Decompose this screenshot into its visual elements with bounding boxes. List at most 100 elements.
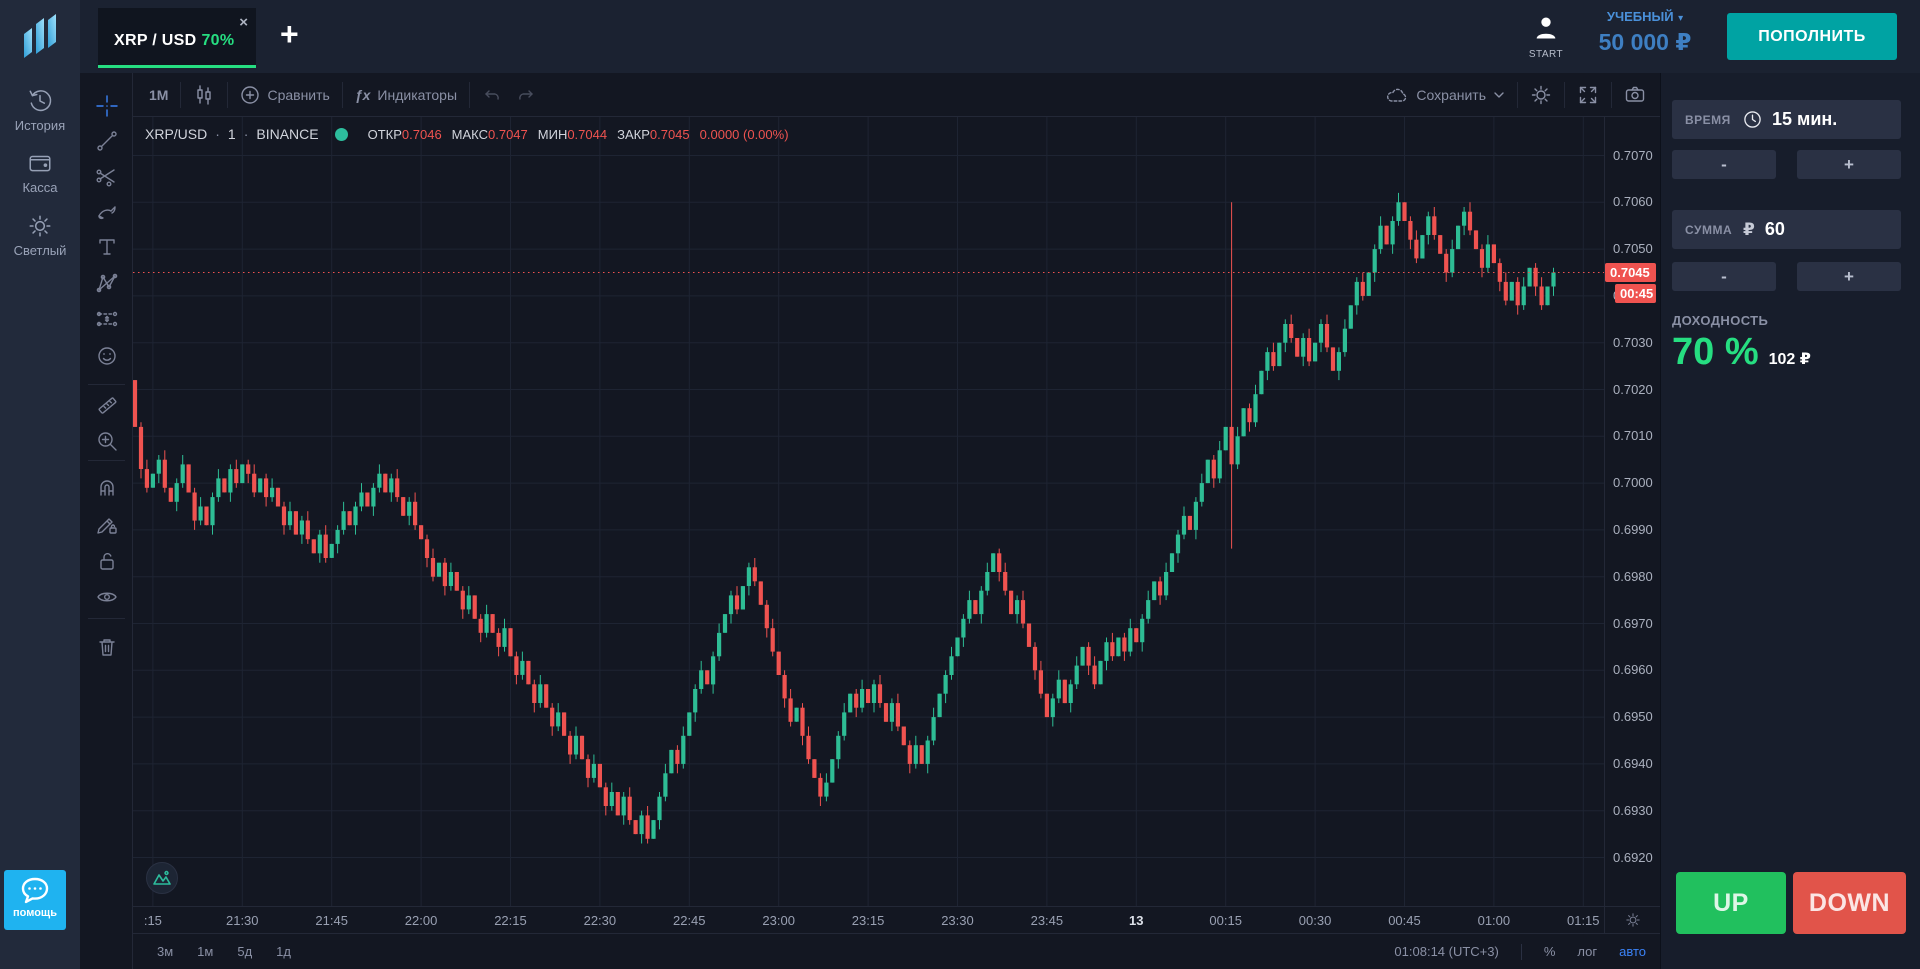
- amount-minus-button[interactable]: -: [1672, 262, 1776, 291]
- candlestick-canvas[interactable]: [132, 117, 1604, 906]
- account-type-dropdown[interactable]: УЧЕБНЫЙ ▾: [1580, 8, 1710, 26]
- time-tick: 01:00: [1477, 913, 1511, 928]
- price-tick: 0.7070: [1613, 147, 1653, 163]
- last-price-badge: 0.7045: [1605, 262, 1656, 282]
- camera-icon: [1625, 86, 1645, 102]
- toolbar-divider: [1517, 81, 1518, 108]
- remove-drawings-tool[interactable]: [95, 635, 119, 659]
- range-1m-button[interactable]: 1м: [197, 944, 214, 959]
- time-tick: 23:30: [941, 913, 974, 928]
- tab-xrp-usd[interactable]: XRP / USD 70% ×: [98, 8, 256, 68]
- account-balance: 50 000 ₽: [1598, 29, 1692, 55]
- crosshair-tool[interactable]: [95, 94, 119, 118]
- payout-row: 70 % 102 ₽: [1672, 331, 1811, 374]
- time-tick: 23:00: [762, 913, 795, 928]
- legend-close: ЗАКР0.7045: [617, 126, 690, 142]
- tab-close-icon[interactable]: ×: [239, 14, 248, 31]
- interval-button[interactable]: 1М: [149, 86, 169, 103]
- fx-icon: ƒx: [354, 86, 371, 103]
- series-visibility-dot[interactable]: [334, 127, 348, 141]
- indicators-button[interactable]: ƒx Индикаторы: [355, 87, 457, 103]
- drawing-lock-tool[interactable]: [95, 512, 119, 536]
- price-tick: 0.6990: [1613, 521, 1653, 537]
- scale-log-button[interactable]: лог: [1577, 944, 1598, 959]
- price-tick: 0.7020: [1613, 381, 1653, 397]
- text-tool[interactable]: [95, 235, 119, 259]
- sidebar-item-label: Светлый: [13, 243, 67, 258]
- measure-tool[interactable]: [95, 393, 119, 417]
- legend-symbol[interactable]: XRP/USD: [145, 126, 208, 142]
- price-axis[interactable]: 0.6920 0.6930 0.6940 0.6950 0.6960 0.6970 0.69…: [1604, 117, 1660, 906]
- amount-field[interactable]: СУММА ₽ 60: [1672, 210, 1901, 249]
- price-tick: 0.6940: [1613, 755, 1653, 771]
- profile-button[interactable]: START: [1516, 14, 1576, 60]
- sidebar-item-history[interactable]: История: [0, 88, 80, 133]
- range-5d-button[interactable]: 5д: [237, 944, 253, 959]
- scale-auto-button[interactable]: авто: [1619, 944, 1646, 959]
- magnet-tool[interactable]: [95, 477, 119, 501]
- amount-field-value: 60: [1764, 219, 1785, 239]
- time-axis[interactable]: :15 21:30 21:45 22:00 22:15 22:30 22:45 23:00 23…: [133, 906, 1604, 933]
- screenshot-button[interactable]: [1624, 84, 1646, 106]
- time-tick: 22:00: [404, 913, 438, 928]
- time-field-label: ВРЕМЯ: [1685, 112, 1731, 127]
- toolbar-divider: [1611, 81, 1612, 108]
- down-button[interactable]: DOWN: [1793, 872, 1906, 934]
- toolbar-divider: [341, 81, 343, 108]
- expiry-time-field[interactable]: ВРЕМЯ 15 мин.: [1672, 100, 1901, 139]
- chart-plot-area[interactable]: [132, 117, 1604, 906]
- scale-percent-button[interactable]: %: [1543, 944, 1556, 959]
- trend-line-tool[interactable]: [95, 129, 119, 153]
- amount-plus-button[interactable]: +: [1797, 262, 1901, 291]
- axis-settings-corner[interactable]: [1604, 906, 1660, 933]
- time-plus-button[interactable]: +: [1797, 150, 1901, 179]
- pitchfork-tool[interactable]: [95, 164, 119, 188]
- up-button[interactable]: UP: [1676, 872, 1786, 934]
- hide-drawings-tool[interactable]: [95, 585, 119, 609]
- candles-icon: [197, 84, 212, 105]
- price-tick: 0.7010: [1613, 428, 1653, 444]
- time-tick: 23:15: [851, 913, 885, 928]
- cloud-icon: [1387, 88, 1407, 102]
- toolbar-divider: [469, 81, 471, 108]
- range-1d-button[interactable]: 1д: [276, 944, 291, 959]
- undo-icon[interactable]: [482, 85, 502, 105]
- deposit-button[interactable]: ПОПОЛНИТЬ: [1727, 13, 1897, 60]
- chart-settings-button[interactable]: [1530, 84, 1552, 106]
- lock-all-tool[interactable]: [95, 549, 119, 573]
- time-tick: 01:15: [1566, 913, 1600, 928]
- payout-percent: 70 %: [1672, 331, 1759, 373]
- time-tick: 22:15: [494, 913, 527, 928]
- range-3m-button[interactable]: 3м: [157, 944, 174, 959]
- tab-payout: 70%: [201, 32, 235, 49]
- price-tick: 0.7050: [1613, 241, 1653, 257]
- help-button[interactable]: помощь: [4, 870, 66, 930]
- chart-type-button[interactable]: [193, 84, 215, 106]
- zoom-in-tool[interactable]: [95, 429, 119, 453]
- save-layout-button[interactable]: Сохранить: [1385, 85, 1505, 105]
- add-tab-button[interactable]: +: [280, 16, 299, 52]
- xabcd-pattern-tool[interactable]: [95, 271, 119, 295]
- brush-tool[interactable]: [95, 200, 119, 224]
- fullscreen-button[interactable]: [1577, 84, 1599, 106]
- time-minus-button[interactable]: -: [1672, 150, 1776, 179]
- wallet-icon: [29, 155, 51, 172]
- gear-icon: [1531, 85, 1551, 104]
- clock-utc[interactable]: 01:08:14 (UTC+3): [1394, 944, 1499, 959]
- redo-icon[interactable]: [516, 85, 536, 105]
- compare-button[interactable]: Сравнить: [240, 85, 330, 105]
- price-tick: 0.7030: [1613, 334, 1653, 350]
- account-type: УЧЕБНЫЙ: [1606, 9, 1674, 24]
- sidebar-item-label: Касса: [22, 180, 58, 195]
- time-field-value: 15 мин.: [1772, 109, 1838, 129]
- scroll-to-recent-button[interactable]: [146, 862, 178, 894]
- emoji-tool[interactable]: [95, 344, 119, 368]
- projection-tool[interactable]: [95, 307, 119, 331]
- sidebar-item-cashier[interactable]: Касса: [0, 150, 80, 195]
- time-tick: 00:15: [1209, 913, 1242, 928]
- time-tick: :15: [143, 913, 162, 928]
- price-tick: 0.6970: [1613, 615, 1653, 631]
- sidebar-item-theme[interactable]: Светлый: [0, 213, 80, 258]
- time-tick: 22:30: [583, 913, 617, 928]
- toolbar-divider: [180, 81, 182, 108]
